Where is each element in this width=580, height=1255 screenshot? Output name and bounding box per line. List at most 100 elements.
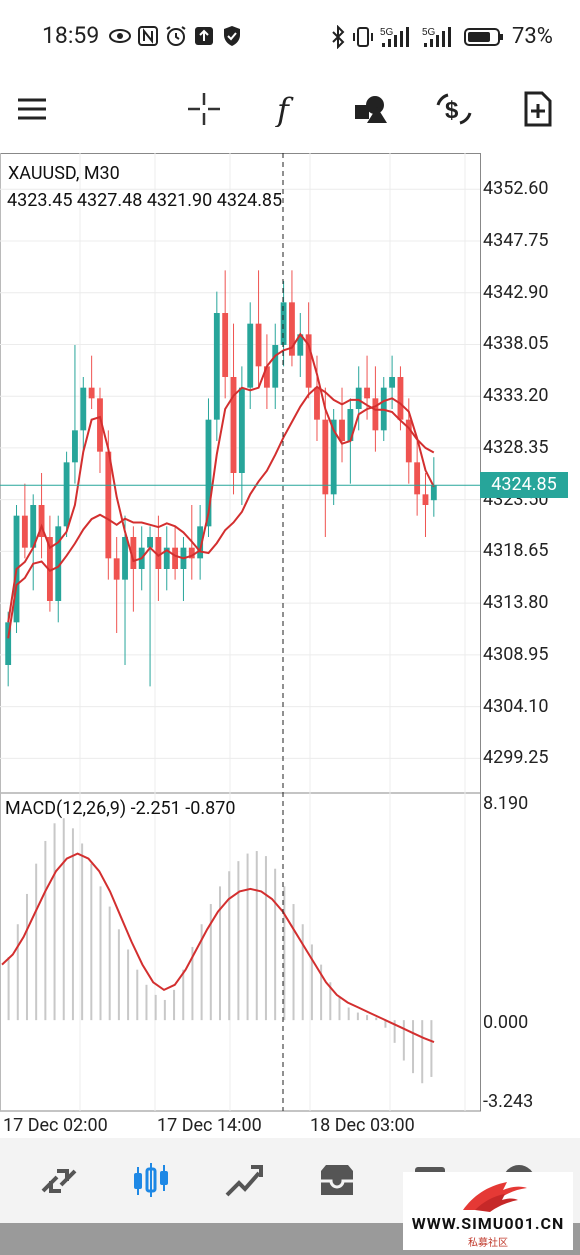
macd-bar [421, 1020, 424, 1084]
macd-bar [191, 946, 194, 1021]
candle-body [230, 377, 237, 473]
candle-body [72, 430, 78, 463]
candle-body [364, 387, 370, 399]
macd-bar [301, 924, 304, 1021]
macd-bar [292, 904, 295, 1021]
candle-body [405, 419, 412, 463]
chart-icon [134, 1163, 168, 1197]
candle-body [222, 313, 229, 377]
shield-icon [224, 26, 240, 46]
svg-text:5G: 5G [380, 27, 394, 38]
svg-text:5G: 5G [422, 27, 436, 38]
objects-icon [355, 96, 387, 123]
macd-bar [375, 1017, 378, 1021]
nav-history[interactable] [312, 1156, 362, 1206]
macd-bar [145, 984, 148, 1021]
objects-button[interactable] [347, 85, 395, 133]
nav-quotes[interactable] [34, 1156, 84, 1206]
status-time: 18:59 [42, 22, 100, 49]
macd-bar [356, 1012, 359, 1021]
ohlc-values: 4323.45 4327.48 4321.90 4324.85 [7, 190, 283, 211]
status-bar: 18:59 5G 5G 73% [0, 0, 580, 75]
macd-bar [246, 853, 249, 1021]
menu-button[interactable] [8, 85, 56, 133]
candle-body [113, 558, 120, 580]
candle-body [422, 494, 429, 505]
crosshair-icon [188, 93, 220, 125]
price-tick-label: 4308.95 [483, 643, 549, 665]
macd-bar [81, 843, 84, 1021]
candle-body [339, 419, 345, 441]
time-label-1: 17 Dec 02:00 [3, 1115, 108, 1136]
price-tick-label: 4328.35 [483, 436, 549, 458]
signal-5g-icon: 5G [380, 26, 409, 47]
price-tick-label: 4304.10 [483, 695, 549, 717]
status-icons-right: 5G 5G 73% [330, 24, 553, 49]
candle-body [297, 334, 304, 356]
macd-bar [53, 823, 56, 1021]
macd-bar [393, 1020, 396, 1043]
watermark-text: WWW.SIMU001.CN [411, 1214, 565, 1233]
alarm-icon [166, 26, 186, 46]
watermark-logo-icon [463, 1182, 527, 1212]
macd-bar [182, 969, 185, 1021]
candle-body [314, 387, 320, 420]
macd-bar [71, 828, 74, 1021]
macd-bar [264, 856, 267, 1021]
macd-signal-line [1, 852, 435, 1044]
indicators-button[interactable]: f [263, 85, 311, 133]
nav-trade[interactable] [218, 1156, 268, 1206]
candle-body [205, 419, 212, 527]
macd-bar [255, 851, 258, 1021]
macd-bar [228, 871, 231, 1021]
candle-body [247, 323, 254, 388]
watermark-subtext: 私募社区 [468, 1238, 508, 1249]
candle-body [280, 302, 287, 345]
eye-icon [109, 29, 131, 43]
price-chart[interactable] [0, 153, 580, 1138]
new-order-button[interactable] [514, 85, 562, 133]
candle-body [188, 547, 195, 559]
watermark: WWW.SIMU001.CN 私募社区 [403, 1172, 573, 1250]
currency-button[interactable]: $ [430, 85, 478, 133]
macd-bar [127, 949, 130, 1021]
candle-body [172, 547, 179, 569]
function-icon: f [275, 91, 294, 127]
macd-axis-zero: 0.000 [483, 1012, 529, 1033]
candle-body [263, 366, 270, 388]
macd-bar [384, 1020, 387, 1028]
macd-bar [283, 886, 286, 1021]
battery-icon [464, 27, 503, 46]
price-tick-label: 4318.65 [483, 540, 549, 562]
candle-body [272, 345, 279, 388]
current-price-tag: 4324.85 [480, 472, 568, 499]
macd-bar [99, 886, 102, 1021]
candle-body [88, 387, 95, 399]
candle-body [347, 409, 354, 441]
candle-body [130, 537, 137, 569]
macd-bar [25, 893, 28, 1021]
chart-area[interactable]: XAUUSD, M30 4323.45 4327.48 4321.90 4324… [0, 153, 580, 1138]
macd-bar [320, 964, 323, 1021]
price-tick-label: 4299.25 [483, 747, 549, 769]
macd-bar [366, 1015, 369, 1021]
candle-body [97, 398, 103, 452]
macd-bar [62, 818, 65, 1021]
price-tick-label: 4313.80 [483, 592, 549, 614]
nfc-icon [138, 26, 158, 46]
candle-body [322, 419, 329, 495]
macd-bar [209, 904, 212, 1021]
nav-chart[interactable] [126, 1156, 176, 1206]
crosshair-button[interactable] [180, 85, 228, 133]
candle-body [5, 622, 12, 665]
macd-bar [402, 1020, 405, 1061]
macd-bar [7, 957, 10, 1021]
macd-bar [136, 969, 139, 1021]
macd-bar [347, 1007, 350, 1021]
ma-slow-line [7, 385, 435, 639]
svg-text:$: $ [445, 97, 459, 124]
vibrate-icon [353, 26, 373, 47]
time-label-2: 17 Dec 14:00 [157, 1115, 262, 1136]
candle-body [105, 451, 112, 559]
bluetooth-icon [332, 24, 345, 49]
